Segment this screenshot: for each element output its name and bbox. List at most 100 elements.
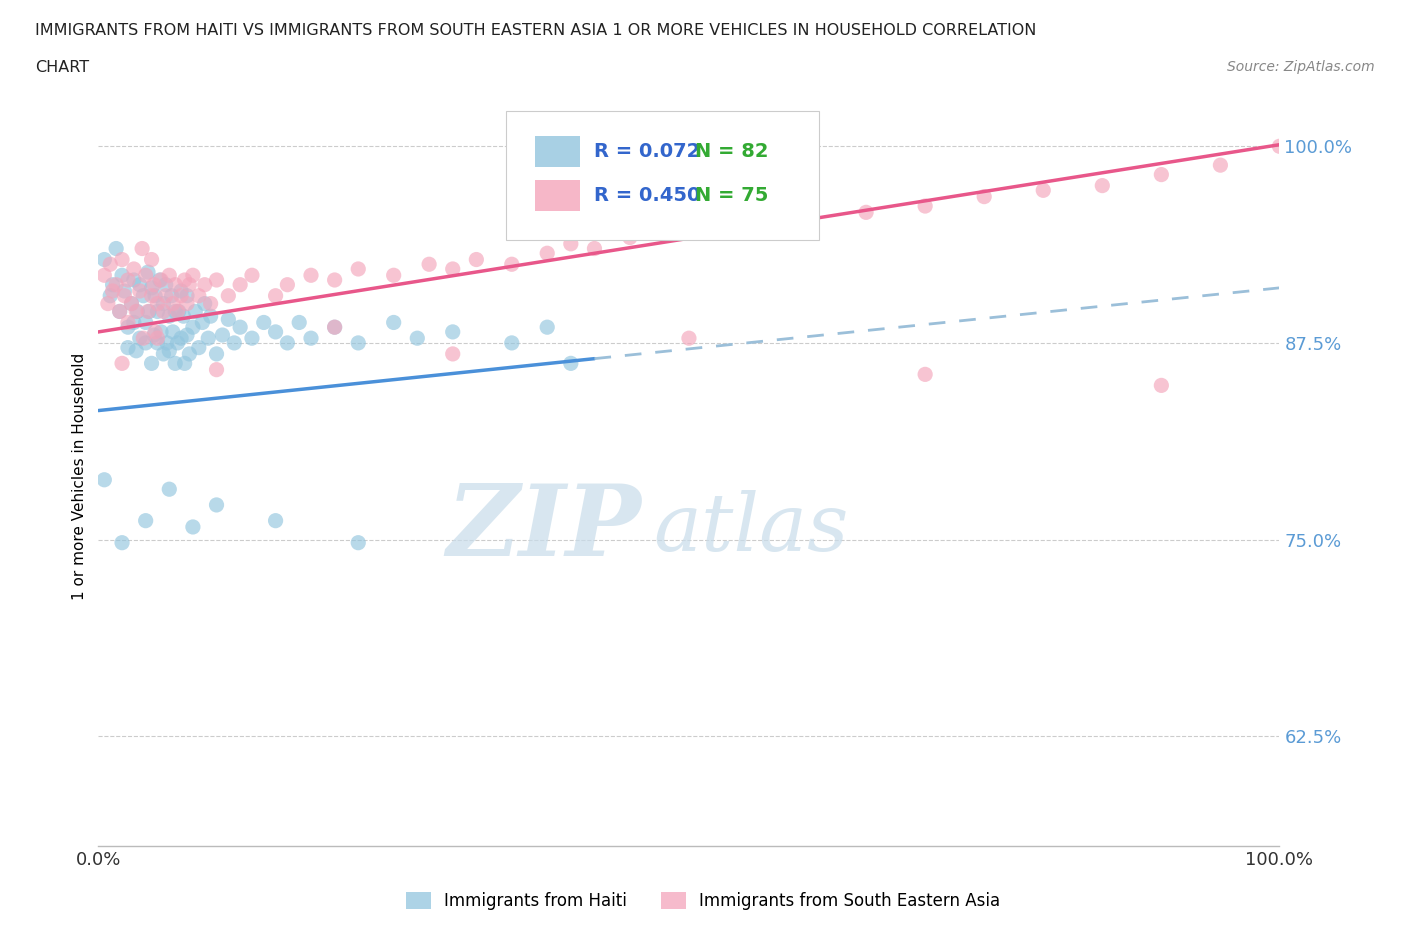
Point	[117, 315, 139, 330]
Point	[678, 225, 700, 240]
Point	[152, 296, 174, 311]
Point	[111, 356, 134, 371]
Bar	[536, 180, 581, 211]
Point	[240, 268, 263, 283]
Point	[194, 296, 217, 311]
Point	[128, 331, 150, 346]
Point	[264, 288, 287, 303]
Point	[276, 336, 298, 351]
Point	[276, 277, 298, 292]
Point	[1091, 179, 1114, 193]
Point	[855, 205, 877, 219]
Point	[128, 284, 150, 299]
Point	[162, 296, 184, 311]
Point	[146, 304, 169, 319]
Point	[323, 320, 346, 335]
Point	[173, 272, 195, 287]
Point	[441, 347, 464, 362]
Text: CHART: CHART	[35, 60, 89, 75]
Text: atlas: atlas	[654, 489, 849, 567]
Legend: Immigrants from Haiti, Immigrants from South Eastern Asia: Immigrants from Haiti, Immigrants from S…	[399, 885, 1007, 917]
Point	[160, 288, 183, 303]
Text: IMMIGRANTS FROM HAITI VS IMMIGRANTS FROM SOUTH EASTERN ASIA 1 OR MORE VEHICLES I: IMMIGRANTS FROM HAITI VS IMMIGRANTS FROM…	[35, 23, 1036, 38]
Point	[136, 304, 159, 319]
Point	[187, 288, 209, 303]
Point	[205, 272, 228, 287]
Point	[560, 356, 582, 371]
Text: R = 0.072: R = 0.072	[595, 141, 700, 161]
Text: N = 75: N = 75	[695, 186, 768, 206]
Point	[143, 325, 166, 339]
Point	[146, 296, 169, 311]
Point	[141, 252, 163, 267]
Point	[253, 315, 276, 330]
Y-axis label: 1 or more Vehicles in Household: 1 or more Vehicles in Household	[72, 353, 87, 600]
Point	[155, 277, 177, 292]
Point	[121, 296, 143, 311]
Point	[418, 257, 440, 272]
Point	[181, 520, 204, 535]
Point	[108, 304, 131, 319]
Bar	[536, 136, 581, 166]
Point	[128, 277, 150, 292]
Point	[117, 272, 139, 287]
Point	[93, 268, 115, 283]
Point	[1032, 183, 1054, 198]
Point	[501, 257, 523, 272]
Point	[382, 268, 405, 283]
Point	[299, 331, 322, 346]
Point	[136, 265, 159, 280]
Point	[93, 472, 115, 487]
Point	[155, 288, 177, 303]
Point	[1150, 167, 1173, 182]
Point	[125, 304, 148, 319]
Point	[122, 261, 145, 276]
Point	[536, 246, 558, 260]
Point	[111, 536, 134, 551]
Point	[156, 336, 179, 351]
Point	[347, 536, 370, 551]
Point	[166, 304, 188, 319]
Point	[173, 356, 195, 371]
Point	[170, 331, 193, 346]
Point	[323, 272, 346, 287]
Point	[229, 277, 252, 292]
Point	[117, 320, 139, 335]
Point	[181, 268, 204, 283]
Point	[170, 288, 193, 303]
Point	[382, 315, 405, 330]
Point	[152, 304, 174, 319]
Point	[200, 309, 222, 324]
Point	[101, 284, 124, 299]
Point	[131, 241, 153, 256]
Point	[191, 315, 214, 330]
FancyBboxPatch shape	[506, 111, 818, 240]
Point	[973, 189, 995, 204]
Point	[181, 320, 204, 335]
Point	[560, 236, 582, 251]
Point	[150, 325, 173, 339]
Point	[1209, 158, 1232, 173]
Point	[112, 288, 135, 303]
Point	[1150, 378, 1173, 392]
Point	[187, 340, 209, 355]
Point	[112, 284, 135, 299]
Text: ZIP: ZIP	[447, 480, 641, 577]
Point	[135, 336, 157, 351]
Point	[142, 327, 165, 342]
Point	[441, 261, 464, 276]
Point	[166, 336, 188, 351]
Point	[127, 304, 149, 319]
Point	[240, 331, 263, 346]
Text: N = 82: N = 82	[695, 141, 768, 161]
Point	[108, 304, 131, 319]
Point	[347, 261, 370, 276]
Point	[914, 367, 936, 382]
Point	[149, 272, 172, 287]
Point	[288, 315, 311, 330]
Point	[97, 296, 120, 311]
Point	[796, 214, 818, 229]
Point	[176, 288, 198, 303]
Point	[150, 272, 173, 287]
Point	[111, 252, 134, 267]
